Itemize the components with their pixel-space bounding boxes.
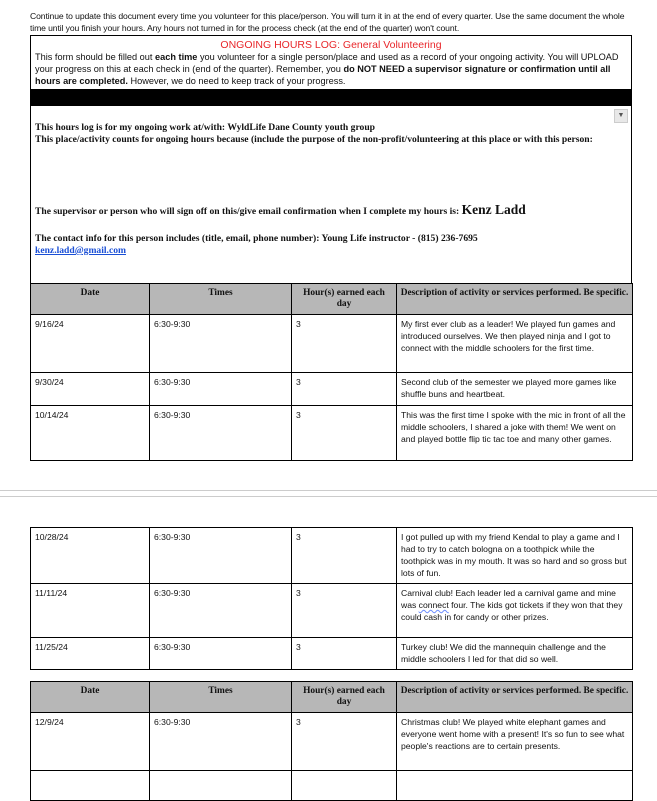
desc-bold: do NOT NEED a supervisor signature or co… (35, 64, 611, 86)
table-row: 11/11/24 6:30-9:30 3 Carnival club! Each le… (30, 583, 633, 638)
table-header-row: Date Times Hour(s) earned each day Descr… (30, 283, 633, 315)
desc-part: four. The kids got tickets if they won t… (401, 600, 623, 622)
table-row: 12/9/24 6:30-9:30 3 Christmas club! We play… (30, 712, 633, 771)
form-title: ONGOING HOURS LOG: General Volunteering (220, 39, 442, 51)
description-cell[interactable]: This was the first time I spoke with the… (396, 405, 633, 461)
description-cell[interactable]: Turkey club! We did the mannequin challe… (396, 637, 633, 670)
header-description: Description of activity or services perf… (396, 681, 633, 713)
supervisor-label: The supervisor or person who will sign o… (35, 206, 462, 217)
date-cell[interactable]: 11/25/24 (30, 637, 150, 670)
date-cell[interactable]: 10/14/24 (30, 405, 150, 461)
hours-table-2: 10/28/24 6:30-9:30 3 I got pulled up with m… (30, 527, 633, 670)
header-hours: Hour(s) earned each day (291, 283, 397, 315)
desc-part: However, we do need to keep track of you… (127, 76, 346, 86)
hours-cell[interactable]: 3 (291, 372, 397, 406)
desc-part: you volunteer for a single person/place … (35, 52, 619, 74)
desc-bold: each time (155, 52, 198, 62)
times-cell[interactable]: 6:30-9:30 (149, 527, 292, 584)
header-description: Description of activity or services perf… (396, 283, 633, 315)
table-row: 11/25/24 6:30-9:30 3 Turkey club! We did th… (30, 637, 633, 670)
work-label: This hours log is for my ongoing work at… (35, 122, 376, 133)
times-cell[interactable]: 6:30-9:30 (149, 405, 292, 461)
supervisor-name[interactable]: Kenz Ladd (461, 202, 526, 217)
contact-label: The contact info for this person include… (35, 233, 478, 244)
desc-part: This form should be filled out (35, 52, 156, 62)
description-cell[interactable] (396, 770, 633, 801)
hours-cell[interactable] (291, 770, 397, 801)
contact-email-link[interactable]: kenz.ladd@gmail.com (35, 245, 127, 256)
table-row-empty (30, 770, 633, 801)
black-divider-bar (31, 89, 631, 106)
purpose-label: This place/activity counts for ongoing h… (35, 134, 593, 145)
description-cell[interactable]: I got pulled up with my friend Kendal to… (396, 527, 633, 584)
description-cell[interactable]: Second club of the semester we played mo… (396, 372, 633, 406)
date-cell[interactable]: 9/16/24 (30, 314, 150, 373)
spellcheck-word[interactable]: connect (418, 600, 449, 610)
contact-line: The contact info for this person include… (35, 233, 625, 257)
header-date: Date (30, 283, 150, 315)
date-cell[interactable]: 10/28/24 (30, 527, 150, 584)
dropdown-arrow-icon[interactable]: ▼ (614, 109, 628, 123)
date-cell[interactable]: 11/11/24 (30, 583, 150, 638)
header-times: Times (149, 681, 292, 713)
times-cell[interactable] (149, 770, 292, 801)
hours-table-3: Date Times Hour(s) earned each day Descr… (30, 681, 633, 801)
table-row: 10/28/24 6:30-9:30 3 I got pulled up with m… (30, 527, 633, 584)
page-break-line (0, 490, 657, 491)
date-cell[interactable] (30, 770, 150, 801)
hours-cell[interactable]: 3 (291, 314, 397, 373)
page-break-line (0, 496, 657, 497)
hours-table-1: Date Times Hour(s) earned each day Descr… (30, 283, 633, 461)
header-date: Date (30, 681, 150, 713)
times-cell[interactable]: 6:30-9:30 (149, 372, 292, 406)
table-header-row: Date Times Hour(s) earned each day Descr… (30, 681, 633, 713)
form-header-box: ONGOING HOURS LOG: General Volunteering … (30, 35, 632, 284)
supervisor-line: The supervisor or person who will sign o… (35, 202, 629, 218)
hours-cell[interactable]: 3 (291, 583, 397, 638)
instructions-text: Continue to update this document every t… (30, 11, 625, 33)
desc-part: Carnival club! Each leader led a carniva… (401, 588, 616, 610)
hours-cell[interactable]: 3 (291, 527, 397, 584)
date-cell[interactable]: 9/30/24 (30, 372, 150, 406)
table-row: 9/16/24 6:30-9:30 3 My first ever club as a… (30, 314, 633, 373)
header-times: Times (149, 283, 292, 315)
header-hours: Hour(s) earned each day (291, 681, 397, 713)
table-row: 10/14/24 6:30-9:30 3 This was the first tim… (30, 405, 633, 461)
hours-cell[interactable]: 3 (291, 712, 397, 771)
description-cell[interactable]: Carnival club! Each leader led a carniva… (396, 583, 633, 638)
hours-cell[interactable]: 3 (291, 637, 397, 670)
description-cell[interactable]: My first ever club as a leader! We playe… (396, 314, 633, 373)
times-cell[interactable]: 6:30-9:30 (149, 314, 292, 373)
times-cell[interactable]: 6:30-9:30 (149, 583, 292, 638)
times-cell[interactable]: 6:30-9:30 (149, 712, 292, 771)
form-description: This form should be filled out each time… (31, 51, 631, 87)
hours-cell[interactable]: 3 (291, 405, 397, 461)
table-row: 9/30/24 6:30-9:30 3 Second club of the seme… (30, 372, 633, 406)
times-cell[interactable]: 6:30-9:30 (149, 637, 292, 670)
date-cell[interactable]: 12/9/24 (30, 712, 150, 771)
description-cell[interactable]: Christmas club! We played white elephant… (396, 712, 633, 771)
